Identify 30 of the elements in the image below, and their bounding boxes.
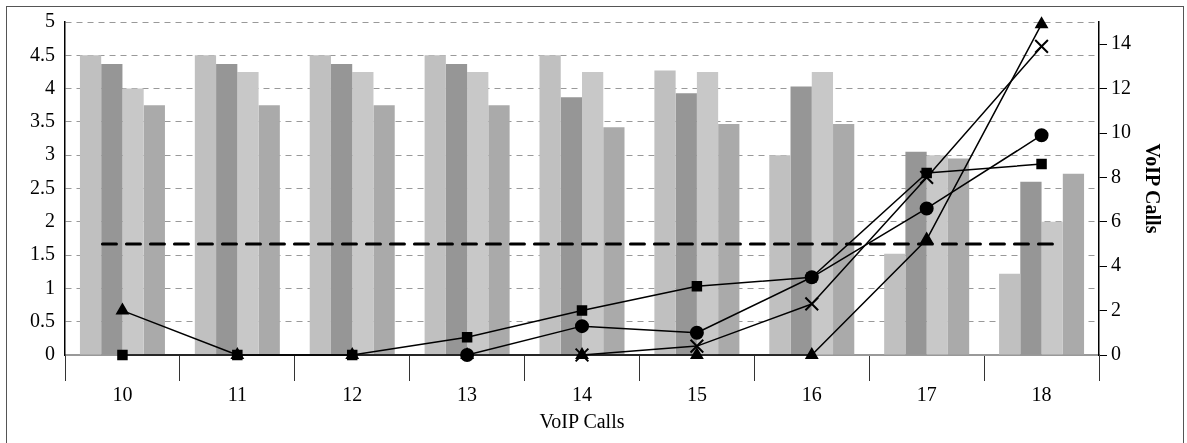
y2-tick-label: 6: [1111, 209, 1121, 232]
x-tick-label: 17: [916, 383, 937, 406]
x-tick-label: 13: [457, 383, 478, 406]
x-tick-label: 12: [342, 383, 363, 406]
y-tick-label: 3: [45, 142, 55, 165]
x-tick-label: 16: [801, 383, 822, 406]
y-tick-label: 1.5: [30, 242, 55, 265]
y2-tick-label: 8: [1111, 164, 1121, 187]
y-tick-label: 3.5: [30, 109, 55, 132]
y-tick-label: 4: [45, 75, 55, 98]
y-tick-label: 2.5: [30, 175, 55, 198]
y-tick-label: 4.5: [30, 42, 55, 65]
y-tick-label: 5: [45, 9, 55, 32]
y-tick-label: 1: [45, 275, 55, 298]
y-tick-label: 0: [45, 342, 55, 365]
y2-tick-label: 14: [1111, 31, 1131, 54]
y2-tick-label: 10: [1111, 120, 1131, 143]
x-tick-label: 18: [1031, 383, 1052, 406]
y-tick-label: 2: [45, 209, 55, 232]
y2-tick-label: 2: [1111, 297, 1121, 320]
x-axis-title: VoIP Calls: [539, 410, 625, 433]
y-tick-label: 0.5: [30, 308, 55, 331]
y2-tick-label: 0: [1111, 342, 1121, 365]
y2-tick-label: 4: [1111, 253, 1121, 276]
y2-axis-title: VoIP Calls: [1141, 143, 1164, 234]
x-tick-label: 14: [572, 383, 592, 406]
x-tick-label: 15: [686, 383, 707, 406]
x-tick-label: 10: [112, 383, 133, 406]
y2-tick-label: 12: [1111, 75, 1131, 98]
x-tick-label: 11: [227, 383, 247, 406]
